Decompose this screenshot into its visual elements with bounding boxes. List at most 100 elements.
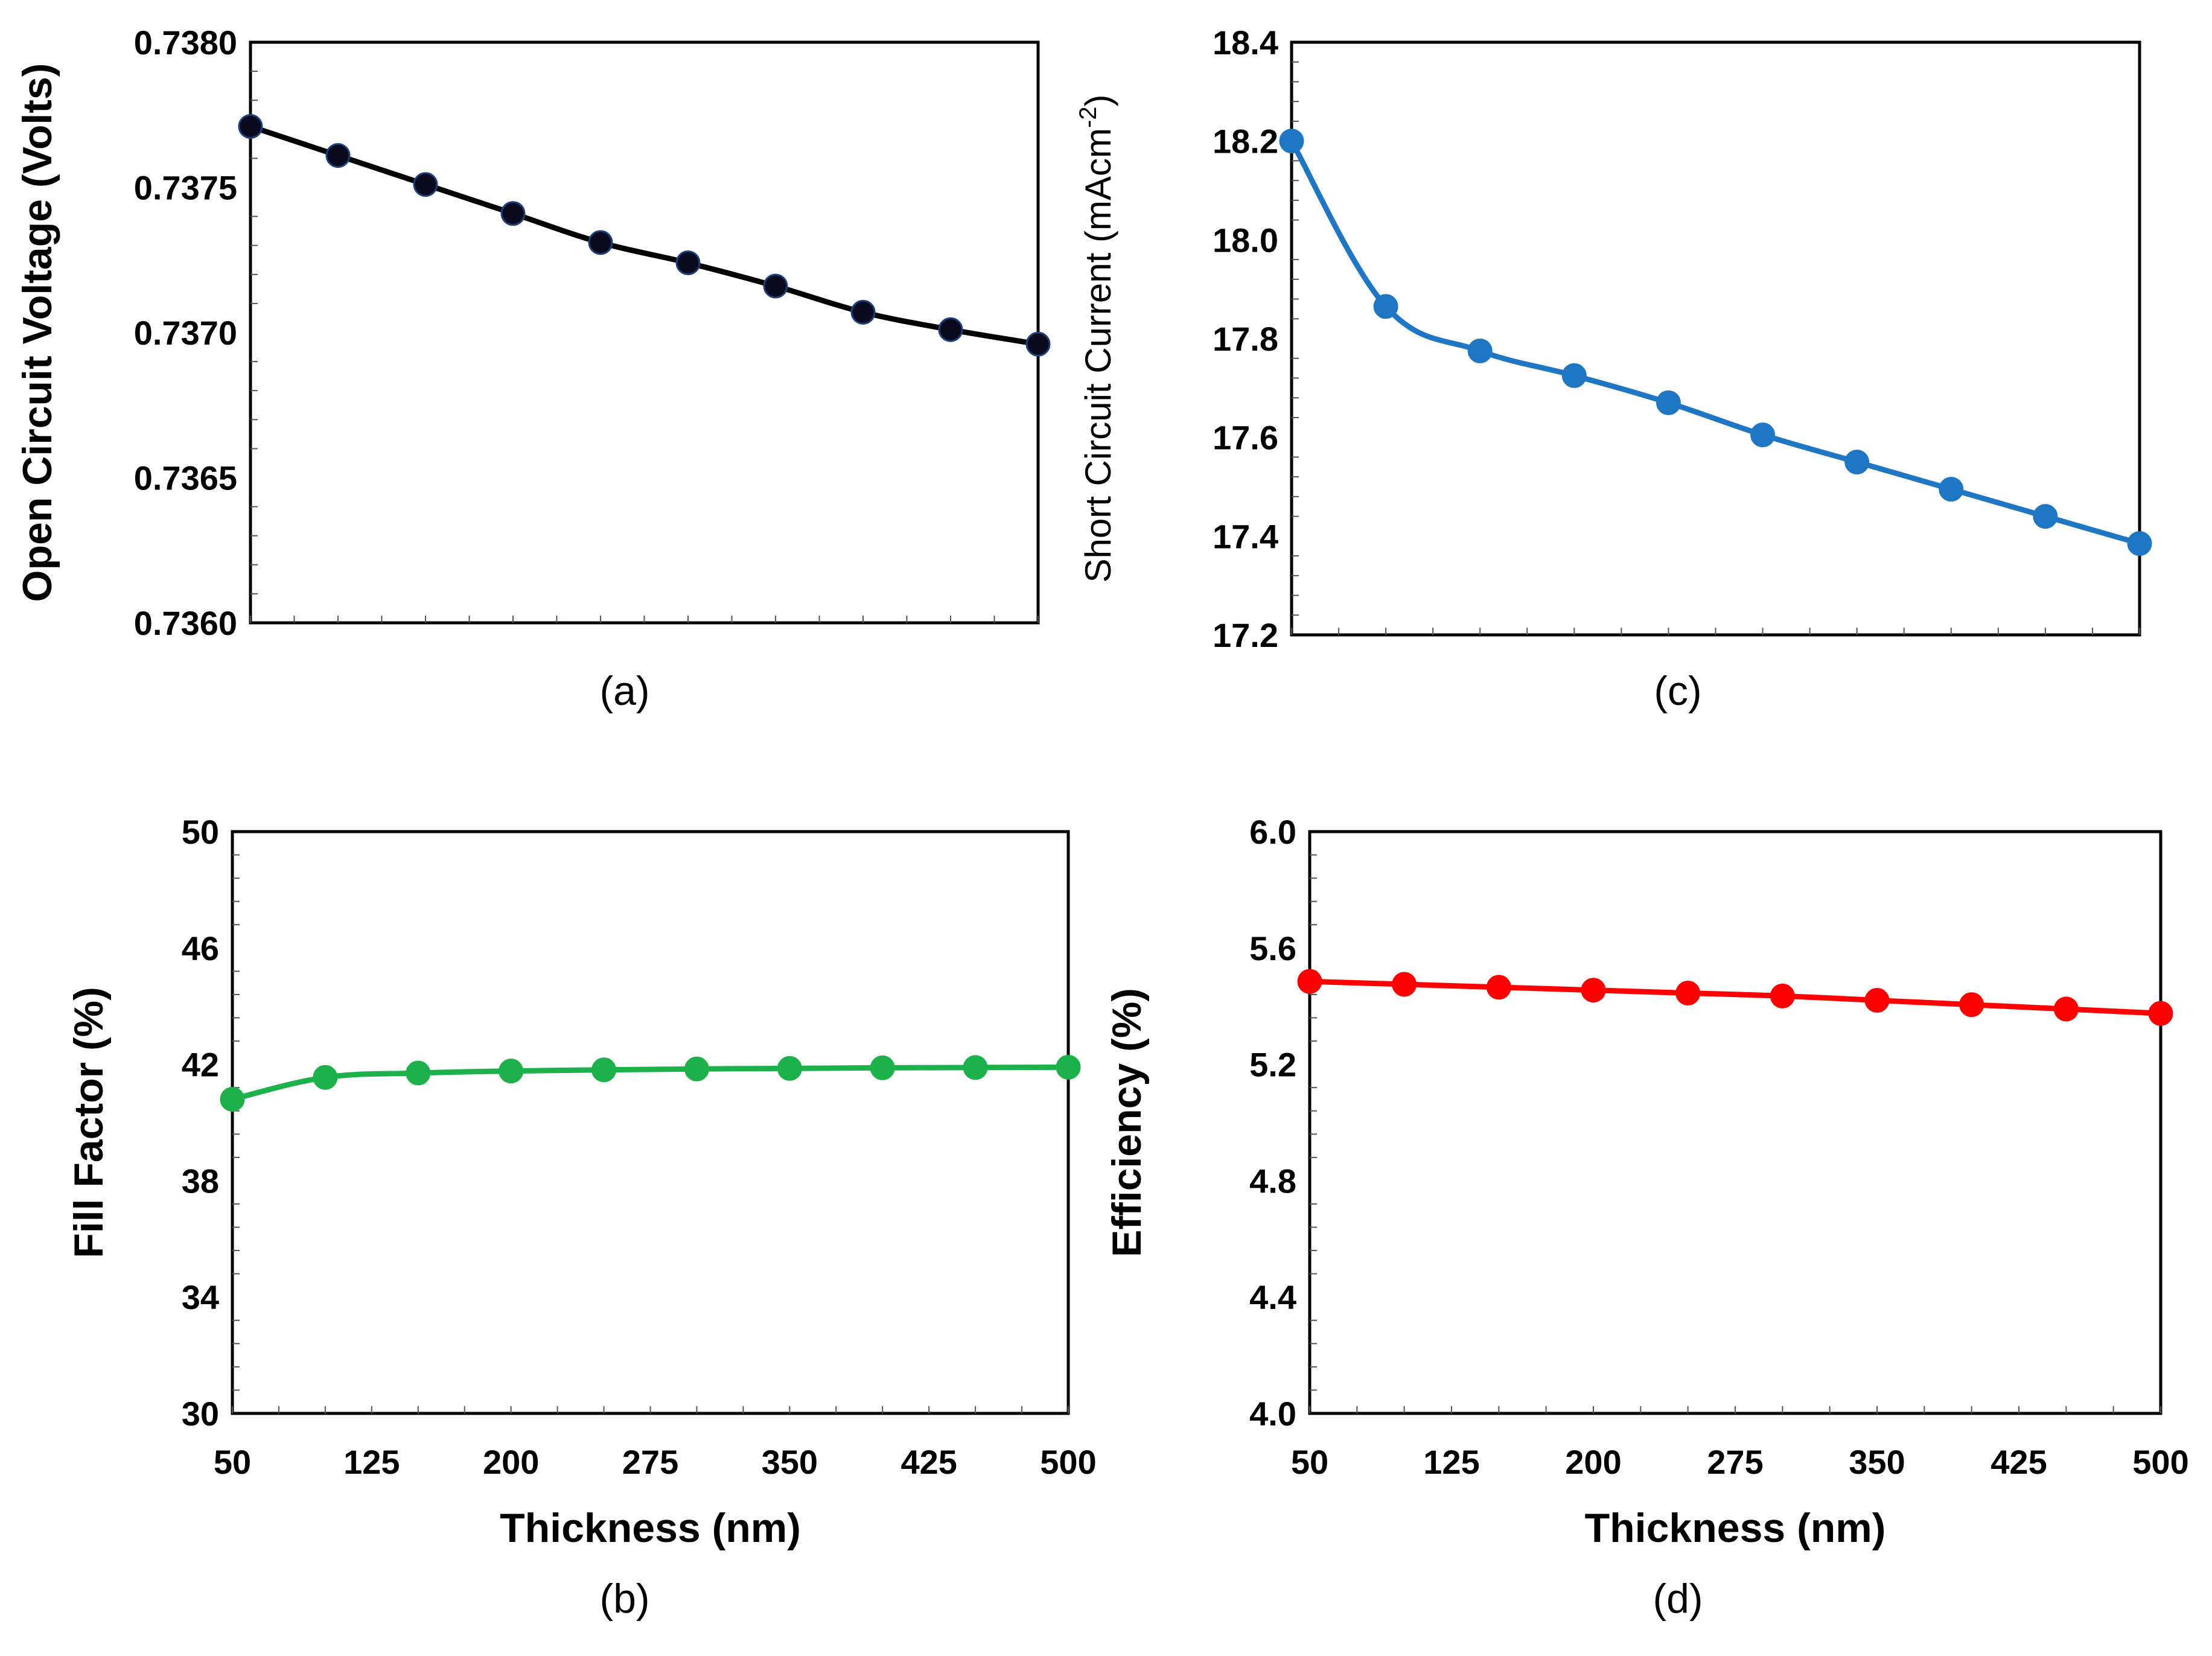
x-tick-label: 425: [1990, 1443, 2047, 1481]
y-tick-label: 0.7370: [134, 314, 237, 352]
data-point: [870, 1055, 895, 1080]
data-point: [1561, 363, 1587, 388]
panel-caption: (b): [599, 1576, 649, 1622]
panel-d-efficiency-chart: 4.0 4.4 4.8 5.2 5.6 6.0 50 125 200 275 350 425 500 Ef…: [1104, 813, 2189, 1622]
x-axis-label: Thickness (nm): [500, 1505, 801, 1551]
data-point: [2053, 996, 2079, 1022]
panel-a-voltage-chart: 0.7360 0.7365 0.7370 0.7375 0.7380 Open Circu…: [14, 24, 1051, 714]
data-point: [1675, 981, 1701, 1006]
data-point: [238, 113, 263, 139]
data-point: [2033, 504, 2058, 529]
panel-caption: (c): [1654, 668, 1701, 714]
data-point: [325, 143, 351, 168]
y-tick-label: 50: [182, 813, 219, 851]
y-tick-label: 0.7360: [134, 604, 237, 642]
y-tick-label: 0.7375: [134, 169, 237, 207]
x-tick-label: 200: [483, 1443, 539, 1481]
series-line: [249, 124, 1039, 347]
plot-frame: [1308, 830, 2163, 1415]
x-tick-label: 350: [1849, 1443, 1905, 1481]
y-axis-label: Efficiency (%): [1104, 988, 1150, 1257]
y-tick-label: 17.8: [1213, 320, 1278, 358]
y-tick-label: 5.2: [1249, 1046, 1296, 1084]
panel-caption: (d): [1653, 1576, 1703, 1622]
series-line: [1309, 978, 2161, 1016]
y-tick-label: 17.6: [1213, 419, 1278, 457]
data-point: [1056, 1054, 1081, 1080]
data-point: [2127, 531, 2152, 556]
plot-frame: [231, 830, 1070, 1415]
data-point: [500, 201, 526, 226]
y-tick-label: 6.0: [1249, 813, 1296, 851]
data-point: [1750, 422, 1776, 448]
y-tick-label: 4.4: [1249, 1278, 1296, 1316]
data-point: [1486, 975, 1511, 1000]
data-point: [1297, 969, 1322, 994]
x-tick-label: 500: [2132, 1443, 2188, 1481]
y-tick-label: 18.2: [1213, 123, 1278, 161]
y-tick-label: 18.4: [1213, 24, 1278, 62]
data-point: [938, 317, 963, 342]
x-tick-label: 50: [1291, 1443, 1328, 1481]
y-axis-label: Short Circuit Current (mAcm-2): [1075, 94, 1118, 582]
plot-frame: [249, 40, 1040, 625]
y-tick-label: 38: [182, 1162, 219, 1200]
data-point: [763, 273, 788, 299]
panel-c-current-chart: 17.2 17.4 17.6 17.8 18.0 18.2 18.4 Short Circui…: [1075, 24, 2152, 714]
y-tick-label: 42: [182, 1046, 219, 1084]
x-tick-label: 350: [762, 1443, 818, 1481]
data-point: [220, 1086, 245, 1112]
x-tick-label: 200: [1565, 1443, 1621, 1481]
y-tick-label: 34: [182, 1278, 219, 1316]
data-point: [406, 1060, 431, 1086]
plot-frame: [1290, 40, 2141, 637]
data-point: [2148, 1001, 2173, 1026]
data-point: [1025, 331, 1051, 357]
x-tick-label: 275: [1707, 1443, 1763, 1481]
y-tick-label: 17.4: [1213, 517, 1278, 555]
data-point: [1656, 390, 1681, 415]
x-tick-label: 125: [343, 1443, 400, 1481]
data-point: [1392, 972, 1417, 997]
y-tick-label: 46: [182, 929, 219, 967]
data-point: [777, 1056, 802, 1081]
y-tick-label: 18.0: [1213, 221, 1278, 259]
data-point: [1959, 992, 1984, 1017]
data-point: [499, 1059, 524, 1084]
data-point: [675, 250, 701, 276]
x-tick-label: 125: [1423, 1443, 1479, 1481]
data-point: [1467, 338, 1493, 363]
data-point: [1279, 129, 1304, 154]
data-point: [1844, 450, 1870, 475]
data-point: [313, 1065, 338, 1090]
y-tick-label: 4.0: [1249, 1395, 1296, 1433]
data-point: [963, 1055, 988, 1080]
series-line: [231, 1064, 1069, 1102]
data-point: [1373, 294, 1398, 319]
panel-caption: (a): [599, 668, 649, 714]
data-point: [850, 299, 876, 325]
x-axis-label: Thickness (nm): [1585, 1505, 1886, 1551]
x-tick-label: 50: [214, 1443, 251, 1481]
data-point: [1864, 988, 1890, 1013]
data-point: [591, 1057, 617, 1083]
series-line: [1289, 139, 2141, 546]
y-tick-label: 0.7380: [134, 24, 237, 62]
x-tick-label: 425: [900, 1443, 957, 1481]
x-tick-label: 500: [1040, 1443, 1096, 1481]
y-axis-label: Fill Factor (%): [66, 987, 112, 1258]
data-point: [1939, 477, 1964, 502]
y-tick-label: 0.7365: [134, 459, 237, 497]
data-point: [1581, 978, 1606, 1003]
data-point: [684, 1056, 709, 1081]
panel-b-fill-factor-chart: 30 34 38 42 46 50 50 125 200 275 350 425 500 Fill Fac…: [66, 813, 1097, 1622]
data-point: [588, 230, 613, 255]
data-point: [1770, 983, 1795, 1008]
x-tick-label: 275: [622, 1443, 678, 1481]
y-tick-label: 5.6: [1249, 929, 1296, 967]
y-tick-label: 30: [182, 1395, 219, 1433]
data-point: [413, 172, 438, 197]
y-tick-label: 4.8: [1249, 1162, 1296, 1200]
y-axis-label: Open Circuit Voltage (Volts): [14, 63, 60, 602]
